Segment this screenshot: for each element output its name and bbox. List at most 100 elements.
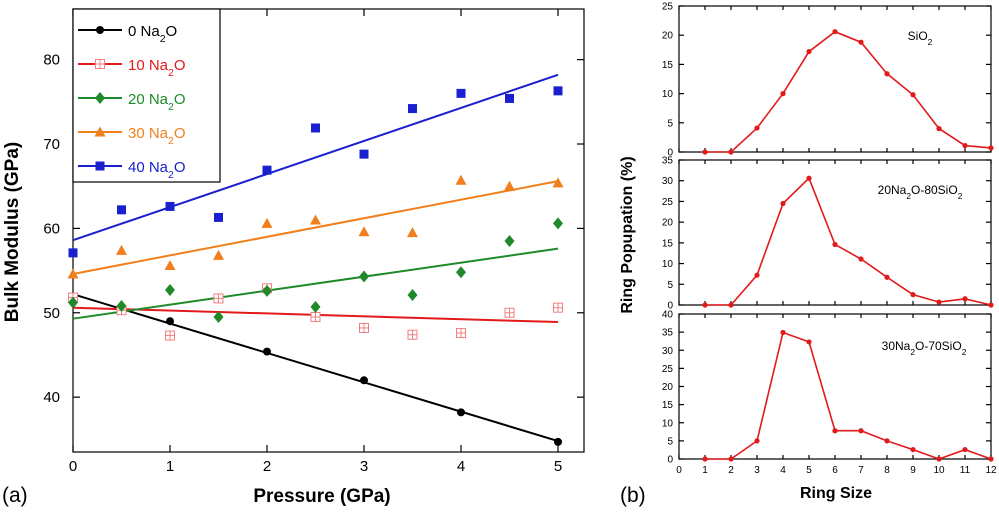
y-tick-label: 50 xyxy=(43,305,60,322)
x-tick-label: 7 xyxy=(858,465,864,476)
ring-population-point xyxy=(832,29,838,35)
point-series-2 xyxy=(407,289,418,302)
point-series-3 xyxy=(164,260,176,271)
ring-population-point xyxy=(806,48,812,55)
point-series-0 xyxy=(554,437,562,446)
ring-population-point xyxy=(832,428,838,434)
x-tick-label: 5 xyxy=(554,458,562,475)
point-series-3 xyxy=(213,249,224,260)
panel-b-x-axis-label: Ring Size xyxy=(800,485,872,502)
ring-population-point xyxy=(936,456,942,462)
point-series-1 xyxy=(407,329,418,340)
x-tick-label: 2 xyxy=(263,458,271,475)
x-tick-label: 3 xyxy=(754,465,760,476)
legend-swatch-marker xyxy=(94,126,106,137)
point-series-4 xyxy=(117,205,126,215)
subpanel-frame xyxy=(678,159,992,306)
panel-a-plot-frame xyxy=(72,8,585,453)
y-tick-label: 25 xyxy=(662,197,674,208)
point-series-4 xyxy=(262,165,272,175)
ring-subpanel-0: 0 5 10 15 20 25 SiO2 xyxy=(662,2,994,159)
ring-population-point xyxy=(884,438,890,444)
fit-line-0 xyxy=(72,293,559,442)
legend-label-1: 10 Na2O xyxy=(128,57,186,79)
panel-b-y-axis-label: Ring Popupation (%) xyxy=(619,156,636,313)
y-tick-label: 20 xyxy=(662,382,674,393)
legend-label-2: 20 Na2O xyxy=(128,91,186,113)
panel-a-fit-lines xyxy=(72,73,559,442)
x-tick-label: 1 xyxy=(166,458,174,475)
y-tick-label: 35 xyxy=(662,156,674,167)
x-tick-label: 0 xyxy=(69,458,77,475)
point-series-2 xyxy=(165,283,175,296)
point-series-4 xyxy=(68,248,78,258)
x-tick-label: 4 xyxy=(780,465,786,476)
ring-population-point xyxy=(832,241,838,248)
point-series-1 xyxy=(165,330,175,341)
x-tick-label: 9 xyxy=(910,465,916,476)
y-tick-label: 20 xyxy=(662,218,674,229)
x-tick-label: 2 xyxy=(728,465,734,476)
subpanel-composition-label: SiO2 xyxy=(908,29,933,47)
panel-b-chart: 0510152025SiO20510152025303520Na2O-80SiO… xyxy=(619,2,997,508)
ring-population-point xyxy=(702,302,708,308)
point-series-4 xyxy=(165,201,175,211)
ring-population-point xyxy=(754,438,760,444)
point-series-4 xyxy=(214,212,223,222)
point-series-1 xyxy=(456,328,466,339)
ring-population-line xyxy=(705,331,992,460)
point-series-4 xyxy=(456,88,466,98)
subpanel-composition-label: 20Na2O-80SiO2 xyxy=(878,183,963,201)
x-tick-label: 1 xyxy=(702,465,708,476)
panel-a-data-points xyxy=(67,86,564,446)
y-tick-label: 40 xyxy=(662,310,674,321)
point-series-2 xyxy=(310,300,321,313)
point-series-3 xyxy=(504,180,515,191)
legend-swatch-marker xyxy=(95,92,105,104)
point-series-1 xyxy=(213,293,224,304)
ring-population-point xyxy=(988,456,994,462)
x-tick-label: 3 xyxy=(360,458,368,475)
x-tick-label: 0 xyxy=(676,465,682,476)
ring-population-point xyxy=(754,125,760,131)
point-series-1 xyxy=(553,302,563,313)
panel-a-chart: 40 50 60 70 80 0 1 2 3 4 5 0 Na2O 10 Na2O 20 Na2O 30… xyxy=(2,8,585,507)
y-tick-label: 5 xyxy=(667,280,673,291)
x-tick-label: 5 xyxy=(806,465,812,476)
panel-b-label: (b) xyxy=(620,484,646,507)
y-tick-label: 80 xyxy=(43,52,60,69)
x-tick-label: 8 xyxy=(884,465,890,476)
point-series-1 xyxy=(504,307,515,318)
x-tick-label: 4 xyxy=(457,458,465,475)
y-tick-label: 0 xyxy=(667,455,673,466)
legend-swatch-marker xyxy=(96,26,104,34)
point-series-3 xyxy=(358,226,370,237)
point-series-2 xyxy=(68,296,78,309)
ring-population-point xyxy=(702,456,708,462)
y-tick-label: 10 xyxy=(662,418,674,429)
point-series-3 xyxy=(310,214,321,225)
point-series-0 xyxy=(360,376,368,385)
legend-label-4: 40 Na2O xyxy=(128,159,186,181)
ring-population-point xyxy=(962,142,968,149)
point-series-3 xyxy=(116,244,127,255)
y-tick-label: 10 xyxy=(662,259,674,270)
subpanel-frame xyxy=(678,5,992,153)
legend-label-3: 30 Na2O xyxy=(128,125,186,147)
ring-population-point xyxy=(936,299,942,305)
point-series-2 xyxy=(262,284,272,297)
point-series-0 xyxy=(457,408,465,417)
panel-a-y-axis-label: Bulk Modulus (GPa) xyxy=(2,142,23,323)
y-tick-label: 20 xyxy=(662,31,674,42)
point-series-4 xyxy=(553,86,563,96)
legend-label-0: 0 Na2O xyxy=(128,23,177,45)
y-tick-label: 15 xyxy=(662,60,674,71)
y-tick-label: 40 xyxy=(43,389,60,406)
ring-population-point xyxy=(728,302,734,308)
ring-population-point xyxy=(806,175,812,181)
ring-population-point xyxy=(806,339,812,345)
y-tick-label: 5 xyxy=(667,118,673,129)
ring-population-point xyxy=(884,274,890,280)
point-series-2 xyxy=(553,217,563,230)
ring-subpanel-1: 0 5 10 15 20 25 30 35 20Na2O-80SiO2 xyxy=(662,156,994,312)
